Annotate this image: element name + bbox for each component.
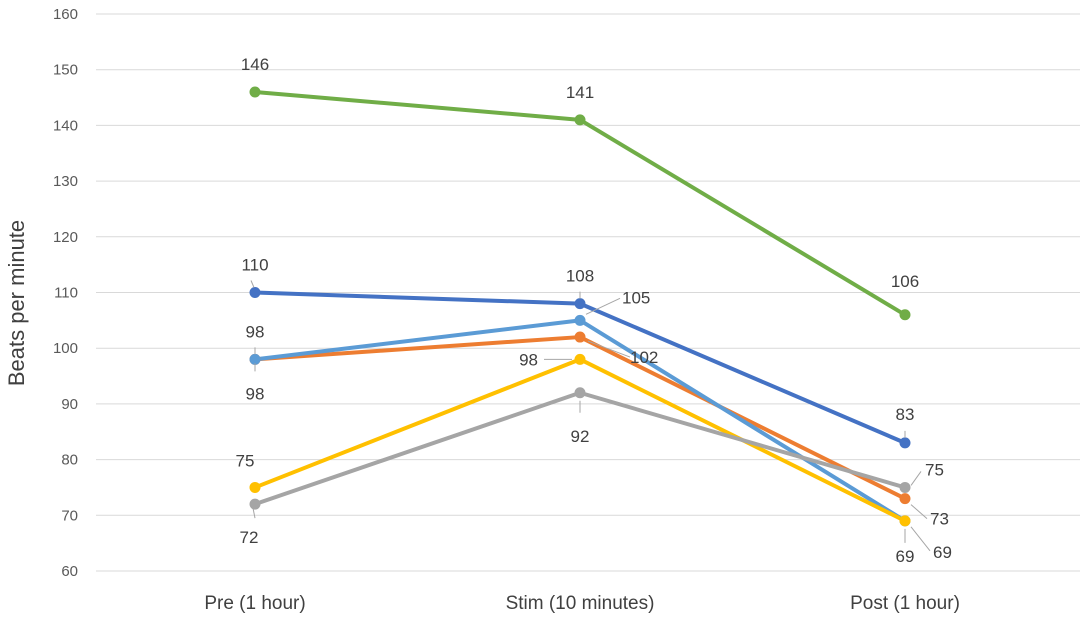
y-tick-label: 60 bbox=[61, 563, 78, 580]
data-point bbox=[899, 515, 911, 527]
data-point bbox=[899, 481, 911, 493]
x-category-label: Pre (1 hour) bbox=[204, 593, 305, 614]
y-tick-label: 160 bbox=[53, 6, 78, 23]
data-point bbox=[574, 314, 586, 326]
data-label: 98 bbox=[519, 350, 538, 369]
label-leader-line bbox=[910, 471, 922, 486]
y-tick-label: 90 bbox=[61, 396, 78, 413]
data-label: 106 bbox=[891, 272, 919, 291]
data-point bbox=[574, 298, 586, 310]
x-category-label: Post (1 hour) bbox=[850, 593, 960, 614]
data-labels: 146 141 106 110 108 83 98 102 73 98 105 69 75 98 69 72 9… bbox=[236, 55, 952, 566]
data-label: 98 bbox=[246, 384, 265, 403]
data-label: 105 bbox=[622, 288, 650, 307]
data-label: 92 bbox=[571, 427, 590, 446]
y-tick-label: 120 bbox=[53, 229, 78, 246]
y-tick-label: 70 bbox=[61, 507, 78, 524]
data-label: 102 bbox=[630, 348, 658, 367]
data-label: 73 bbox=[930, 510, 949, 529]
data-label: 108 bbox=[566, 267, 594, 286]
data-label: 75 bbox=[925, 460, 944, 479]
x-axis-categories: Pre (1 hour) Stim (10 minutes) Post (1 hou… bbox=[204, 593, 960, 614]
data-point bbox=[899, 493, 911, 505]
data-point bbox=[249, 481, 261, 493]
y-axis-ticks: 60 70 80 90 100 110 120 130 140 150 160 bbox=[53, 6, 78, 580]
label-leader-line bbox=[585, 297, 621, 315]
data-point bbox=[574, 387, 586, 399]
data-label: 69 bbox=[933, 543, 952, 562]
data-point bbox=[574, 331, 586, 343]
data-point bbox=[899, 437, 911, 449]
y-tick-label: 130 bbox=[53, 173, 78, 190]
y-tick-label: 140 bbox=[53, 117, 78, 134]
data-label: 146 bbox=[241, 55, 269, 74]
y-tick-label: 150 bbox=[53, 62, 78, 79]
data-label: 83 bbox=[896, 405, 915, 424]
data-label: 72 bbox=[240, 528, 259, 547]
label-leader-line bbox=[910, 526, 931, 552]
y-tick-label: 100 bbox=[53, 340, 78, 357]
data-label: 141 bbox=[566, 83, 594, 102]
label-leader-line bbox=[587, 340, 631, 358]
data-point bbox=[574, 353, 586, 365]
data-label: 69 bbox=[896, 547, 915, 566]
data-point bbox=[249, 353, 261, 365]
data-point bbox=[899, 309, 911, 321]
data-label: 98 bbox=[246, 322, 265, 341]
data-point bbox=[574, 114, 586, 126]
x-category-label: Stim (10 minutes) bbox=[506, 593, 655, 614]
data-label: 75 bbox=[236, 451, 255, 470]
label-leader-line bbox=[910, 504, 928, 519]
series-line-3 bbox=[253, 318, 907, 523]
label-leader-line bbox=[252, 508, 256, 519]
y-tick-label: 110 bbox=[54, 285, 78, 302]
y-tick-label: 80 bbox=[61, 452, 78, 469]
data-point bbox=[249, 86, 261, 98]
data-point bbox=[249, 287, 261, 298]
label-leader-line bbox=[250, 280, 255, 288]
y-axis-title: Beats per minute bbox=[4, 220, 29, 386]
data-label: 110 bbox=[241, 256, 268, 275]
data-point bbox=[249, 498, 261, 510]
